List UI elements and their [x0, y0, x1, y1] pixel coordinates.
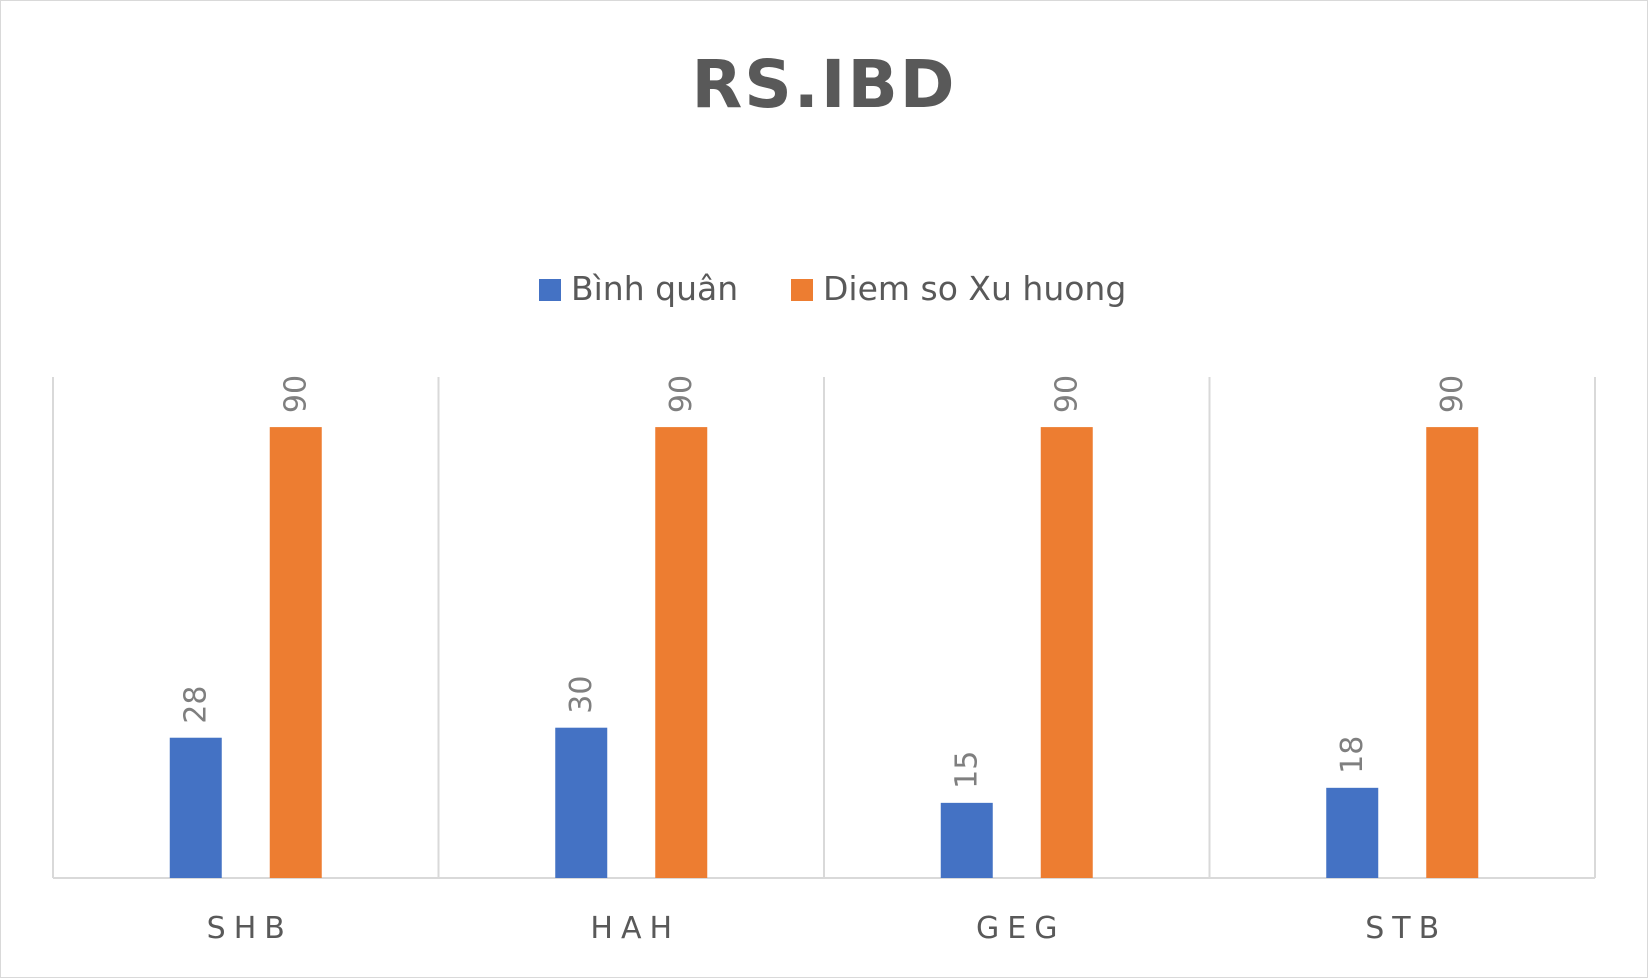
data-label-diem-so-xu-huong-shb: 90 — [279, 375, 314, 413]
bar-binh-quan-shb — [169, 737, 222, 878]
data-label-diem-so-xu-huong-geg: 90 — [1050, 375, 1085, 413]
data-label-binh-quan-geg: 15 — [950, 751, 985, 789]
bars — [169, 427, 1479, 878]
category-axis: SHB HAH GEG STB — [207, 911, 1447, 946]
legend: Bình quân Diem so Xu huong — [539, 269, 1126, 308]
data-label-binh-quan-hah: 30 — [564, 676, 599, 714]
x-tick-label-geg: GEG — [976, 911, 1065, 946]
legend-label-binh-quan: Bình quân — [571, 269, 738, 308]
data-label-binh-quan-shb: 28 — [179, 686, 214, 724]
x-tick-label-hah: HAH — [590, 911, 680, 946]
chart-title: RS.IBD — [691, 46, 956, 123]
legend-swatch-binh-quan — [539, 279, 561, 301]
bar-binh-quan-hah — [555, 727, 608, 878]
bar-diem-so-xu-huong-stb — [1426, 427, 1479, 878]
bar-diem-so-xu-huong-hah — [655, 427, 708, 878]
bar-binh-quan-stb — [1326, 787, 1379, 878]
data-label-binh-quan-stb: 18 — [1335, 736, 1370, 774]
x-tick-label-stb: STB — [1365, 911, 1447, 946]
data-labels: 28 90 30 90 15 90 18 90 — [179, 375, 1471, 789]
x-tick-label-shb: SHB — [207, 911, 293, 946]
legend-label-diem-so-xu-huong: Diem so Xu huong — [823, 269, 1126, 308]
data-label-diem-so-xu-huong-hah: 90 — [664, 375, 699, 413]
legend-swatch-diem-so-xu-huong — [791, 279, 813, 301]
data-label-diem-so-xu-huong-stb: 90 — [1435, 375, 1470, 413]
bar-diem-so-xu-huong-shb — [269, 427, 322, 878]
bar-diem-so-xu-huong-geg — [1040, 427, 1093, 878]
bar-binh-quan-geg — [940, 802, 993, 878]
